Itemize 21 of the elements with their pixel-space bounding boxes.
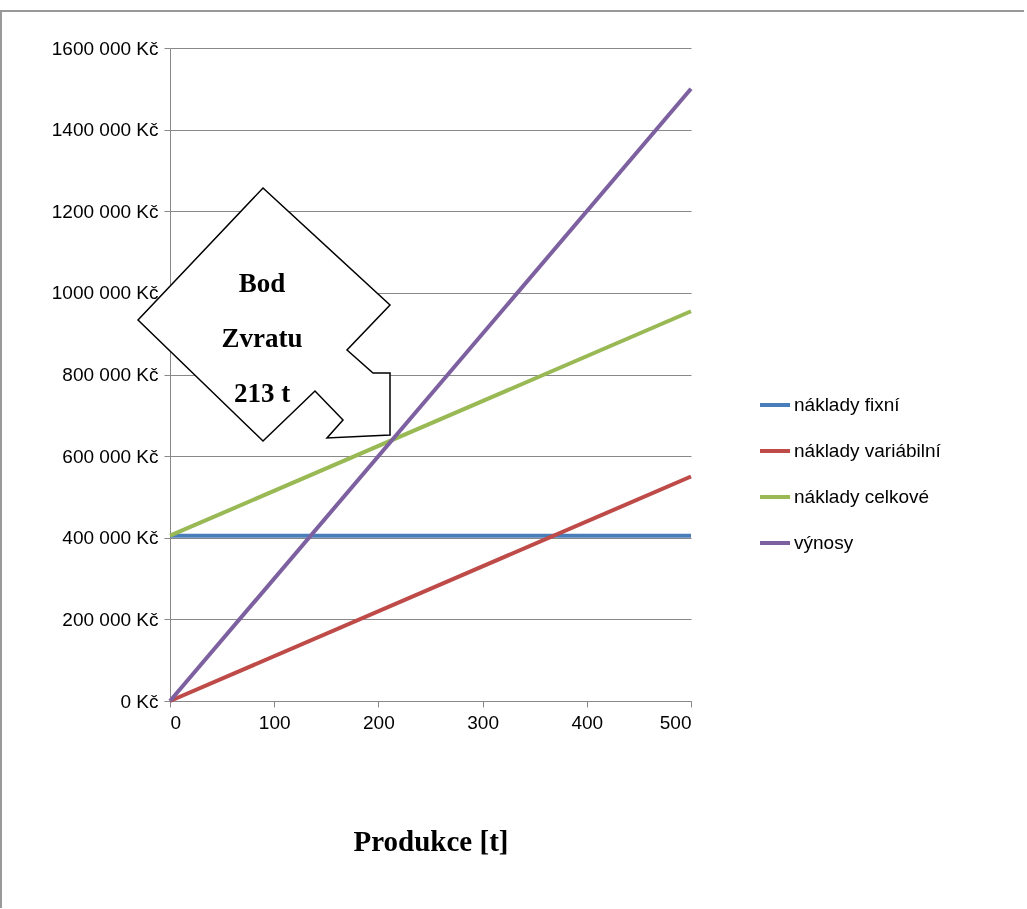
- y-tick-label: 1400 000 Kč: [51, 119, 159, 141]
- x-tick-label: 0: [170, 711, 182, 733]
- x-tick-label: 300: [467, 711, 499, 733]
- legend-label: náklady variábilní: [794, 440, 942, 461]
- y-tick-label: 1000 000 Kč: [51, 282, 159, 304]
- y-tick-label: 1200 000 Kč: [51, 200, 159, 222]
- x-tick-label: 100: [258, 711, 291, 733]
- y-tick-label: 600 000 Kč: [62, 445, 159, 467]
- x-tick-label: 200: [363, 711, 395, 733]
- y-tick-label: 200 000 Kč: [62, 608, 159, 630]
- x-axis-title: Produkce [t]: [353, 824, 509, 857]
- y-tick-label: 1600 000 Kč: [51, 37, 159, 59]
- legend-label: náklady celkové: [794, 486, 930, 507]
- y-tick-label: 400 000 Kč: [62, 527, 159, 549]
- y-tick-label: 800 000 Kč: [62, 364, 159, 385]
- x-tick-label: 400: [571, 711, 604, 733]
- annotation: Bod Zvratu 213 t: [221, 268, 303, 408]
- x-tick-label: 500: [659, 711, 692, 733]
- y-tick-label: 0 Kč: [120, 690, 159, 712]
- legend-label: výnosy: [794, 532, 854, 553]
- legend-label: náklady fixní: [794, 394, 901, 415]
